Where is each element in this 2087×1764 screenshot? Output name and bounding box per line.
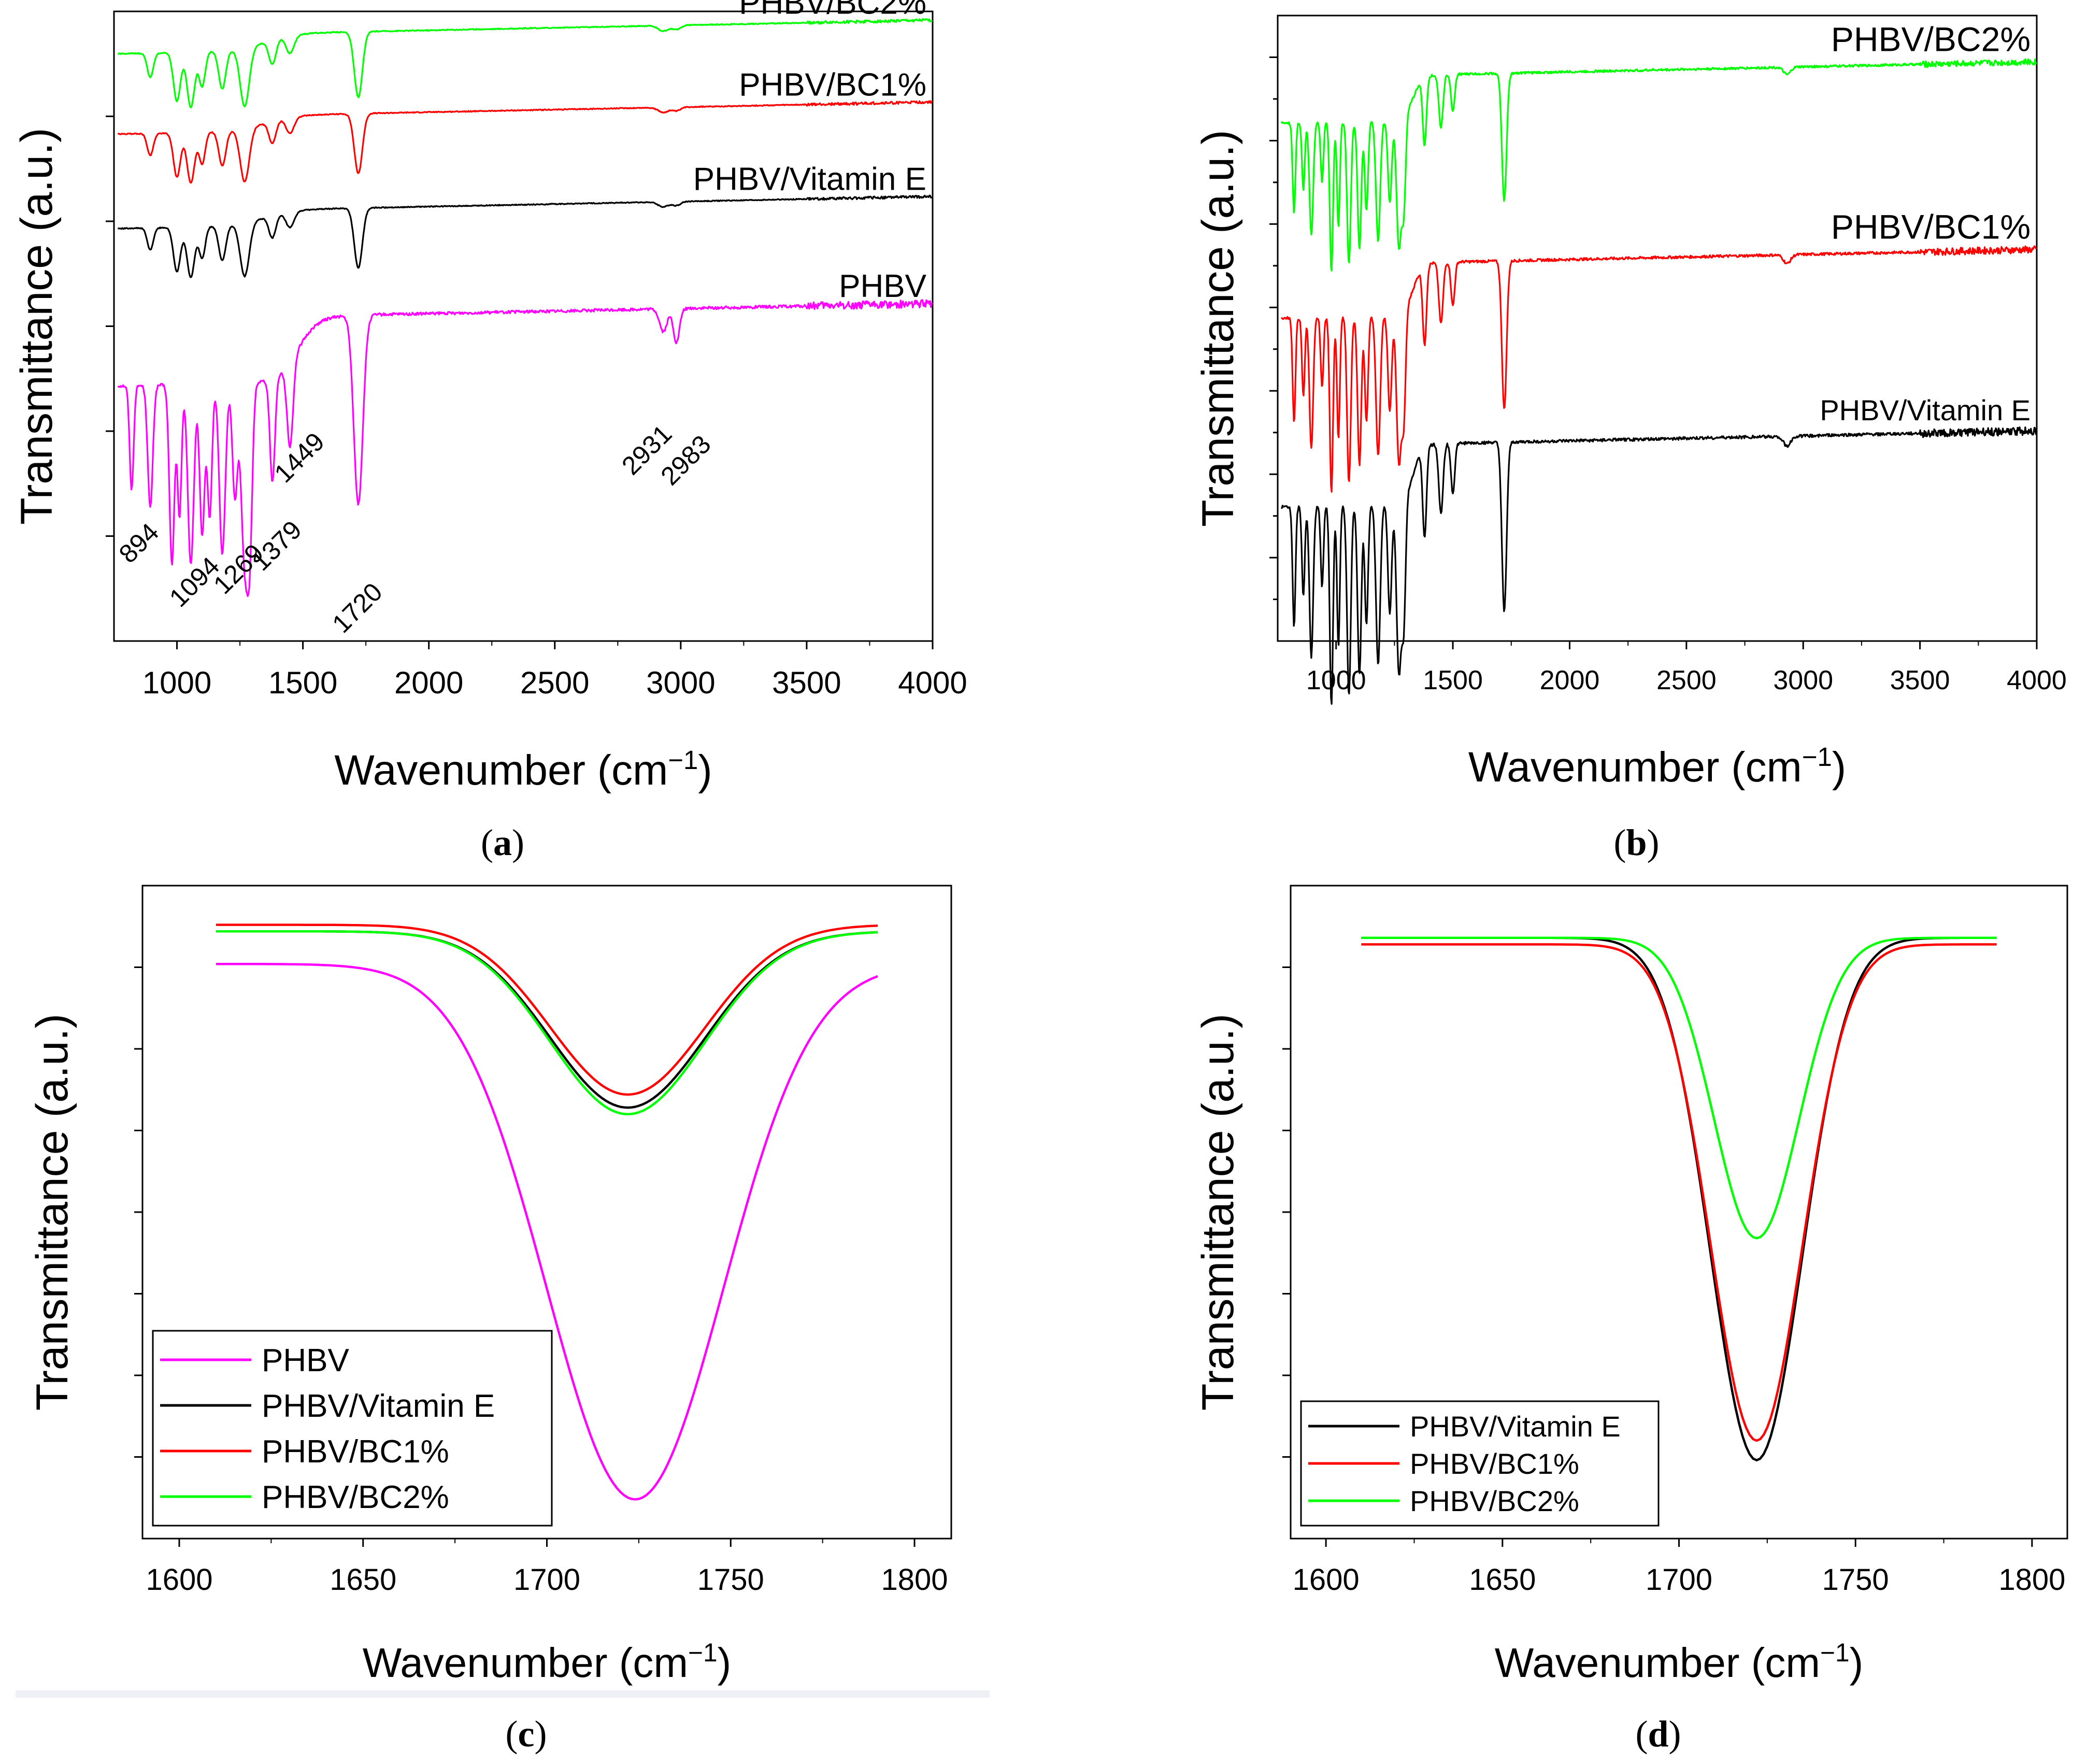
- legend-box: [152, 1330, 553, 1527]
- caption-letter: d: [1648, 1713, 1668, 1755]
- series-line: [117, 100, 933, 184]
- y-axis-label: Transmittance (a.u.): [27, 1014, 77, 1411]
- x-axis-label-text: Wavenumber (cm: [363, 1640, 688, 1686]
- panel-caption: (c): [506, 1713, 547, 1755]
- x-tick-label: 3500: [1890, 665, 1950, 695]
- caption-close: ): [512, 822, 524, 863]
- x-tick-label: 4000: [2007, 665, 2067, 695]
- caption-open: (: [481, 822, 493, 863]
- series-line: [1280, 58, 2037, 272]
- x-tick-label: 4000: [898, 665, 967, 700]
- x-axis-label: Wavenumber (cm−1): [334, 745, 712, 794]
- x-axis-label-sup: −1: [668, 745, 698, 775]
- series-line: [1281, 245, 2037, 493]
- caption-close: ): [1669, 1713, 1681, 1755]
- legend-label: PHBV/BC2%: [262, 1480, 449, 1515]
- x-axis-label: Wavenumber (cm−1): [363, 1638, 731, 1686]
- x-axis-label-text: Wavenumber (cm: [334, 747, 668, 794]
- legend-label: PHBV/Vitamin E: [262, 1388, 495, 1424]
- panel-b: 1000 1500 2000 2500 3000 3500 4000 Transmittanc…: [1193, 15, 2067, 863]
- series-line: [216, 930, 878, 1116]
- series-line: [1280, 426, 2037, 705]
- x-tick-label: 1600: [146, 1563, 212, 1597]
- x-tick-label: 2000: [1540, 665, 1600, 695]
- series-line: [117, 299, 933, 598]
- x-axis-label-sup: −1: [688, 1638, 718, 1667]
- x-axis-label-unit: (cm: [1731, 744, 1802, 791]
- x-tick-label: 1800: [1998, 1563, 2065, 1597]
- caption-open: (: [506, 1713, 518, 1755]
- series-line: [1361, 936, 1997, 1240]
- x-tick-label: 2000: [394, 665, 463, 700]
- x-tick-label: 1700: [1646, 1563, 1712, 1597]
- x-tick-label: 2500: [1656, 665, 1717, 695]
- series-label: PHBV/BC2%: [1831, 20, 2031, 59]
- x-tick-label: 1750: [697, 1563, 764, 1597]
- x-tick-label: 3500: [772, 665, 841, 700]
- series-label: PHBV/Vitamin E: [1820, 394, 2031, 426]
- caption-open: (: [1635, 1713, 1648, 1755]
- y-axis-label: Transmittance (a.u.): [12, 127, 62, 524]
- legend-label: PHBV/BC1%: [262, 1434, 449, 1470]
- series-label: PHBV/BC2%: [739, 0, 926, 21]
- x-axis-label: Wavenumber (cm−1): [1468, 742, 1846, 791]
- panel-c: 1600 1650 1700 1750 1800 Transmittance (a.u.)…: [27, 885, 952, 1755]
- x-axis-label-close: ): [1832, 744, 1846, 791]
- x-tick-label: 1000: [1306, 665, 1366, 695]
- legend-label: PHBV/BC1%: [1410, 1447, 1579, 1480]
- x-tick-label: 3000: [646, 665, 715, 700]
- legend-label: PHBV/Vitamin E: [1410, 1410, 1621, 1443]
- caption-letter: b: [1626, 822, 1647, 863]
- series-line: [216, 962, 878, 1501]
- x-axis-label: Wavenumber (cm−1): [1495, 1638, 1863, 1686]
- y-axis-label: Transmittance (a.u.): [1193, 1014, 1243, 1411]
- legend-label: PHBV/BC2%: [1410, 1485, 1579, 1517]
- caption-open: (: [1613, 822, 1626, 863]
- caption-letter: a: [493, 822, 512, 863]
- x-tick-label: 1700: [513, 1563, 580, 1597]
- series-label: PHBV: [839, 268, 926, 304]
- panel-caption: (b): [1613, 822, 1659, 863]
- x-axis-label-close: ): [698, 747, 712, 794]
- x-tick-label: 1600: [1293, 1563, 1360, 1597]
- x-tick-label: 1750: [1822, 1563, 1889, 1597]
- x-axis-label-sup: −1: [1820, 1638, 1850, 1667]
- panel-d: 1600 1650 1700 1750 1800 Transmittance (a.u.)…: [1193, 885, 2068, 1755]
- x-tick-label: 1500: [1423, 665, 1483, 695]
- series-line: [1361, 943, 1997, 1442]
- series-label: PHBV/BC1%: [739, 67, 926, 103]
- x-tick-label: 1000: [142, 665, 211, 700]
- x-tick-label: 1650: [1469, 1563, 1536, 1597]
- x-tick-label: 3000: [1773, 665, 1833, 695]
- series-line: [117, 194, 933, 278]
- caption-close: ): [534, 1713, 547, 1755]
- series-line: [117, 18, 933, 108]
- x-axis-label-close: ): [718, 1640, 732, 1686]
- caption-close: ): [1647, 822, 1660, 863]
- y-axis-label: Transmittance (a.u.): [1193, 130, 1243, 527]
- series-line: [216, 923, 878, 1096]
- plot-frame: [1277, 15, 2038, 642]
- x-axis-label-text: Wavenumber (cm: [1495, 1640, 1820, 1686]
- x-tick-label: 1500: [268, 665, 337, 700]
- panel-caption: (d): [1635, 1713, 1681, 1755]
- caption-letter: c: [518, 1713, 535, 1755]
- series-label: PHBV/BC1%: [1831, 208, 2031, 246]
- x-tick-label: 1800: [881, 1563, 948, 1597]
- x-tick-label: 1650: [330, 1563, 396, 1597]
- panel-caption: (a): [481, 822, 524, 863]
- x-axis-label-sup: −1: [1802, 742, 1832, 772]
- series-label: PHBV/Vitamin E: [693, 162, 926, 197]
- x-tick-label: 2500: [520, 665, 589, 700]
- x-axis-label-close: ): [1850, 1640, 1864, 1686]
- legend-label: PHBV: [262, 1343, 349, 1378]
- x-axis-label-text: Wavenumber: [1468, 744, 1731, 791]
